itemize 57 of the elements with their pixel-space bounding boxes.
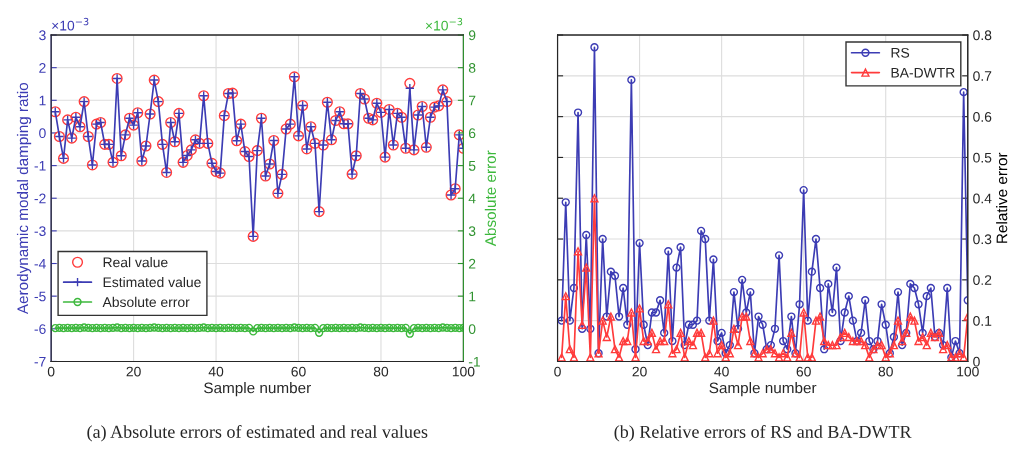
legend-label: Real value [103, 257, 168, 268]
y-tick-label: -5 [34, 291, 46, 302]
x-tick-label: 20 [126, 366, 141, 377]
x-tick-label: 100 [957, 366, 979, 377]
x-axis-title: Sample number [709, 382, 817, 397]
text: ×10$^{−3}$ [425, 17, 463, 31]
y2-tick-label: 7 [468, 95, 476, 106]
y-tick-label: -4 [34, 259, 46, 269]
y2-tick-label: 0 [468, 324, 476, 334]
x-tick-label: 0 [47, 366, 55, 377]
y2-tick-label: 0.4 [973, 193, 992, 204]
y2-axis-title: Relative error [996, 152, 1008, 243]
y2-tick-label: 0.8 [973, 30, 992, 41]
x-axis-title: Sample number [204, 382, 311, 397]
legend-label: Estimated value [103, 276, 201, 288]
y2-tick-label: 5 [468, 161, 476, 171]
y-tick-label: -2 [34, 193, 46, 204]
y2-tick-label: 0.3 [973, 234, 992, 245]
y-tick-label: 2 [39, 63, 46, 73]
y2-tick-label: 0.1 [973, 315, 992, 326]
y-tick-label: -3 [34, 226, 46, 237]
y2-tick-label: 0.7 [973, 71, 992, 81]
x-tick-label: 80 [373, 366, 389, 377]
y-axis-title: Aerodynamic modal damping ratio [16, 82, 32, 315]
y2-tick-label: 0 [973, 356, 980, 367]
y-tick-label: 0 [39, 128, 46, 139]
y-tick-label: 3 [39, 30, 46, 41]
x-tick-label: 0 [554, 366, 561, 377]
text: ×10$^{−3}$ [52, 17, 89, 31]
x-tick-label: 40 [208, 366, 224, 377]
y2-tick-label: 2 [468, 258, 476, 269]
text: (b) Relative errors of RS and BA-DWTR [614, 425, 912, 442]
y2-tick-label: 0.5 [973, 152, 992, 163]
y-tick-label: -1 [34, 161, 46, 171]
y-tick-label: -6 [34, 324, 46, 334]
y-tick-label: -7 [34, 356, 46, 367]
y2-axis-title: Absolute error [484, 150, 497, 247]
y2-tick-label: 4 [468, 193, 476, 204]
y2-tick-label: -1 [468, 356, 480, 367]
y2-tick-label: 1 [469, 291, 476, 302]
x-tick-label: 40 [714, 366, 729, 377]
y2-tick-label: 3 [468, 226, 476, 237]
x-tick-label: 60 [291, 366, 306, 377]
x-tick-label: 80 [878, 366, 893, 377]
text: (a) Absolute errors of estimated and real values [87, 425, 428, 442]
y2-tick-label: 8 [468, 63, 476, 73]
y2-tick-label: 6 [468, 128, 476, 139]
x-tick-label: 100 [452, 366, 475, 377]
y-tick-label: 1 [39, 95, 46, 106]
y2-tick-label: 0.2 [973, 275, 992, 286]
x-tick-label: 20 [632, 366, 647, 377]
x-tick-label: 60 [796, 366, 811, 377]
legend-label: RS [891, 47, 910, 58]
legend-label: BA-DWTR [891, 67, 955, 78]
y2-tick-label: 9 [468, 30, 476, 41]
y2-tick-label: 0.6 [973, 111, 992, 122]
legend-label: Absolute error [102, 296, 190, 308]
